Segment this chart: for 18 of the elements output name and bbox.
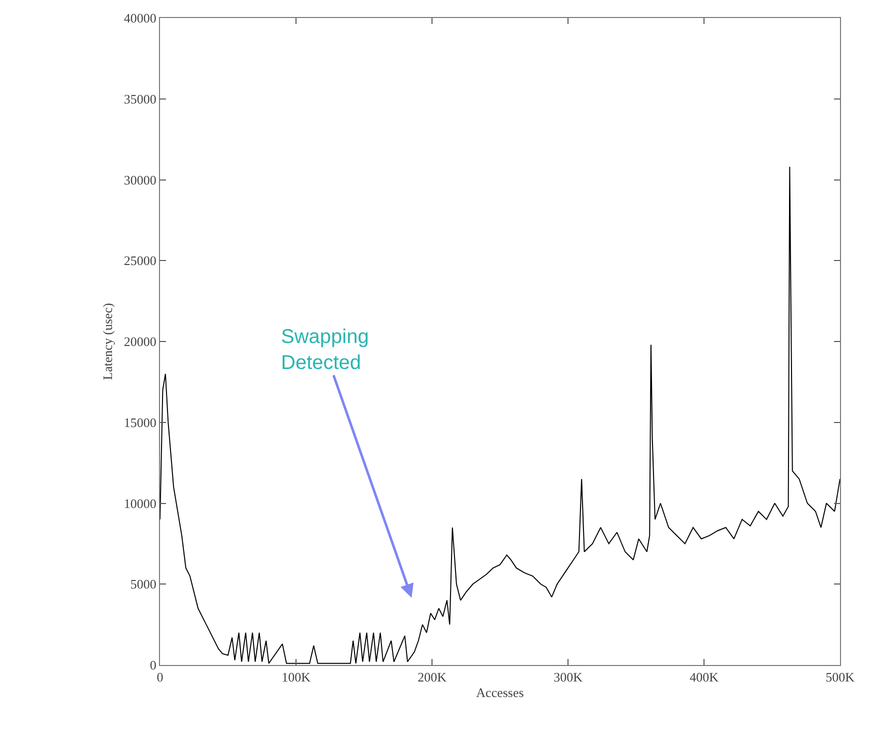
y-tick-label: 5000 xyxy=(130,576,156,592)
x-tick-label: 300K xyxy=(554,670,584,685)
y-tick-label: 20000 xyxy=(124,334,156,350)
x-tick-label: 500K xyxy=(826,670,856,685)
x-axis-title: Accesses xyxy=(476,685,524,700)
x-tick-label: 100K xyxy=(282,670,312,685)
line-series xyxy=(160,166,840,664)
y-tick-label: 15000 xyxy=(124,414,156,430)
annotation: Swapping Detected xyxy=(281,326,369,374)
y-tick-label: 25000 xyxy=(124,253,156,268)
y-tick-label: 35000 xyxy=(124,91,156,106)
y-tick-label: 0 xyxy=(150,658,156,673)
x-tick-label: 400K xyxy=(690,670,720,685)
y-tick-label: 10000 xyxy=(124,496,156,511)
y-axis-title: Latency (usec) xyxy=(100,303,115,380)
x-tick-label: 200K xyxy=(418,670,448,685)
y-tick-label: 40000 xyxy=(124,10,156,26)
y-tick-label: 30000 xyxy=(124,172,156,188)
